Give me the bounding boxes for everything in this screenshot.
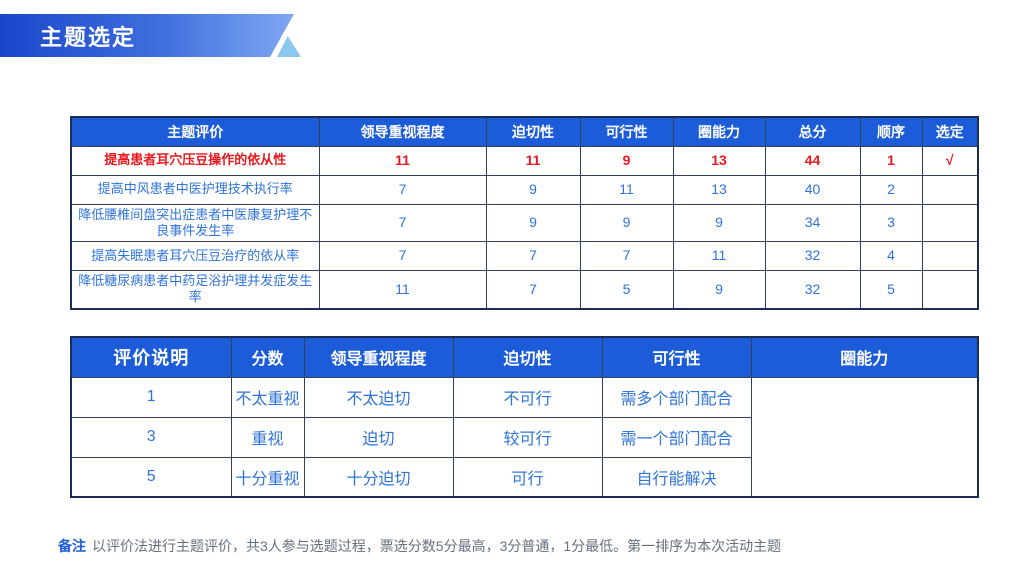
total-score-cell: 32 <box>764 241 861 271</box>
legend-column-header: 领导重视程度 <box>303 336 454 378</box>
selection-table-row: 提高患者耳穴压豆操作的依从性 11 11 9 13 44 1 √ <box>70 145 979 176</box>
circle-ability-desc-cell: 自行能解决 <box>601 456 752 498</box>
feasibility-score-cell: 9 <box>579 203 674 242</box>
legend-header-row: 评价说明 分数 领导重视程度 迫切性 可行性 圈能力 <box>70 336 979 378</box>
selection-table-row: 降低糖尿病患者中药足浴护理并发症发生率 11 7 5 9 32 5 <box>70 270 979 309</box>
selection-column-header: 圈能力 <box>672 116 766 147</box>
legend-column-header: 迫切性 <box>452 336 603 378</box>
selected-mark-cell <box>921 241 979 271</box>
selection-table-body: 提高患者耳穴压豆操作的依从性 11 11 9 13 44 1 √ 提高中风患者中医护理技术执行率… <box>70 145 979 309</box>
circle-ability-score-cell: 9 <box>672 203 766 242</box>
topic-cell: 提高失眠患者耳穴压豆治疗的依从率 <box>70 241 320 271</box>
leader-score-cell: 7 <box>318 241 487 271</box>
legend-column-header: 圈能力 <box>750 336 979 378</box>
leader-score-cell: 11 <box>318 270 487 309</box>
leader-desc-cell: 重视 <box>230 416 305 458</box>
urgency-score-cell: 9 <box>485 203 581 242</box>
legend-column-header: 分数 <box>230 336 305 378</box>
selection-column-header: 选定 <box>921 116 979 147</box>
selection-column-header: 可行性 <box>579 116 674 147</box>
selection-table-row: 提高失眠患者耳穴压豆治疗的依从率 7 7 7 11 32 4 <box>70 241 979 271</box>
leader-score-cell: 11 <box>318 145 487 176</box>
feasibility-desc-cell: 较可行 <box>452 416 603 458</box>
legend-table-row: 3 重视 迫切 较可行 需一个部门配合 <box>70 416 978 458</box>
rank-cell: 4 <box>859 241 923 271</box>
legend-table-row: 1 不太重视 不太迫切 不可行 需多个部门配合 <box>70 376 978 418</box>
feasibility-score-cell: 5 <box>579 270 674 309</box>
rank-cell: 2 <box>859 174 923 205</box>
circle-ability-score-cell: 13 <box>672 174 766 205</box>
total-score-cell: 32 <box>764 270 861 309</box>
selection-table-row: 降低腰椎间盘突出症患者中医康复护理不良事件发生率 7 9 9 9 34 3 <box>70 203 979 242</box>
leader-score-cell: 7 <box>318 174 487 205</box>
selection-column-header: 总分 <box>764 116 861 147</box>
selection-column-header: 迫切性 <box>485 116 581 147</box>
total-score-cell: 44 <box>764 145 861 176</box>
selection-column-header: 领导重视程度 <box>318 116 487 147</box>
footnote-text: 以评价法进行主题评价，共3人参与选题过程，票选分数5分最高，3分普通，1分最低。… <box>92 538 782 554</box>
selection-table-row: 提高中风患者中医护理技术执行率 7 9 11 13 40 2 <box>70 174 979 205</box>
urgency-score-cell: 11 <box>485 145 581 176</box>
circle-ability-score-cell: 11 <box>672 241 766 271</box>
legend-table-row: 5 十分重视 十分迫切 可行 自行能解决 <box>70 456 978 498</box>
circle-ability-score-cell: 13 <box>672 145 766 176</box>
legend-table-header: 评价说明 分数 领导重视程度 迫切性 可行性 圈能力 <box>70 336 979 378</box>
selected-mark-cell <box>921 203 979 242</box>
circle-ability-score-cell: 9 <box>672 270 766 309</box>
selected-mark-cell: √ <box>921 145 979 176</box>
score-value-cell: 1 <box>70 376 232 418</box>
banner-triangle-decoration <box>277 36 301 57</box>
feasibility-score-cell: 9 <box>579 145 674 176</box>
selected-mark-cell <box>921 174 979 205</box>
selected-mark-cell <box>921 270 979 309</box>
rank-cell: 1 <box>859 145 923 176</box>
total-score-cell: 40 <box>764 174 861 205</box>
urgency-desc-cell: 十分迫切 <box>303 456 454 498</box>
legend-table-body: 1 不太重视 不太迫切 不可行 需多个部门配合 3 重视 迫切 较可行 需一个部门配合 5 十分重视十… <box>70 376 978 498</box>
topic-cell: 提高患者耳穴压豆操作的依从性 <box>70 145 320 176</box>
selection-table-header: 主题评价 领导重视程度 迫切性 可行性 圈能力 总分 顺序 选定 <box>70 116 979 147</box>
circle-ability-desc-cell: 需多个部门配合 <box>601 376 752 418</box>
topic-cell: 降低糖尿病患者中药足浴护理并发症发生率 <box>70 270 320 309</box>
feasibility-desc-cell: 不可行 <box>452 376 603 418</box>
score-value-cell: 5 <box>70 456 232 498</box>
leader-desc-cell: 不太重视 <box>230 376 305 418</box>
urgency-desc-cell: 迫切 <box>303 416 454 458</box>
topic-cell: 提高中风患者中医护理技术执行率 <box>70 174 320 205</box>
selection-header-row: 主题评价 领导重视程度 迫切性 可行性 圈能力 总分 顺序 选定 <box>70 116 979 147</box>
total-score-cell: 34 <box>764 203 861 242</box>
selection-column-header: 顺序 <box>859 116 923 147</box>
legend-row-header: 评价说明 <box>70 336 232 378</box>
urgency-desc-cell: 不太迫切 <box>303 376 454 418</box>
theme-selection-table: 主题评价 领导重视程度 迫切性 可行性 圈能力 总分 顺序 选定 提高患者耳穴压豆操作的依从性… <box>70 116 979 310</box>
rank-cell: 5 <box>859 270 923 309</box>
score-value-cell: 3 <box>70 416 232 458</box>
leader-score-cell: 7 <box>318 203 487 242</box>
urgency-score-cell: 9 <box>485 174 581 205</box>
urgency-score-cell: 7 <box>485 241 581 271</box>
page-title: 主题选定 <box>40 24 137 50</box>
slide-title-banner: 主题选定 <box>0 14 294 57</box>
circle-ability-desc-cell: 需一个部门配合 <box>601 416 752 458</box>
footnote: 备注 以评价法进行主题评价，共3人参与选题过程，票选分数5分最高，3分普通，1分最… <box>58 536 988 556</box>
topic-cell: 降低腰椎间盘突出症患者中医康复护理不良事件发生率 <box>70 203 320 242</box>
selection-column-header: 主题评价 <box>70 116 320 147</box>
urgency-score-cell: 7 <box>485 270 581 309</box>
footnote-label: 备注 <box>58 538 86 554</box>
rank-cell: 3 <box>859 203 923 242</box>
feasibility-score-cell: 7 <box>579 241 674 271</box>
leader-desc-cell: 十分重视 <box>230 456 305 498</box>
legend-column-header: 可行性 <box>601 336 752 378</box>
score-legend-table: 评价说明 分数 领导重视程度 迫切性 可行性 圈能力 1 不太重视 不太迫切 不可行 需多个部门配… <box>70 336 979 498</box>
feasibility-desc-cell: 可行 <box>452 456 603 498</box>
feasibility-score-cell: 11 <box>579 174 674 205</box>
